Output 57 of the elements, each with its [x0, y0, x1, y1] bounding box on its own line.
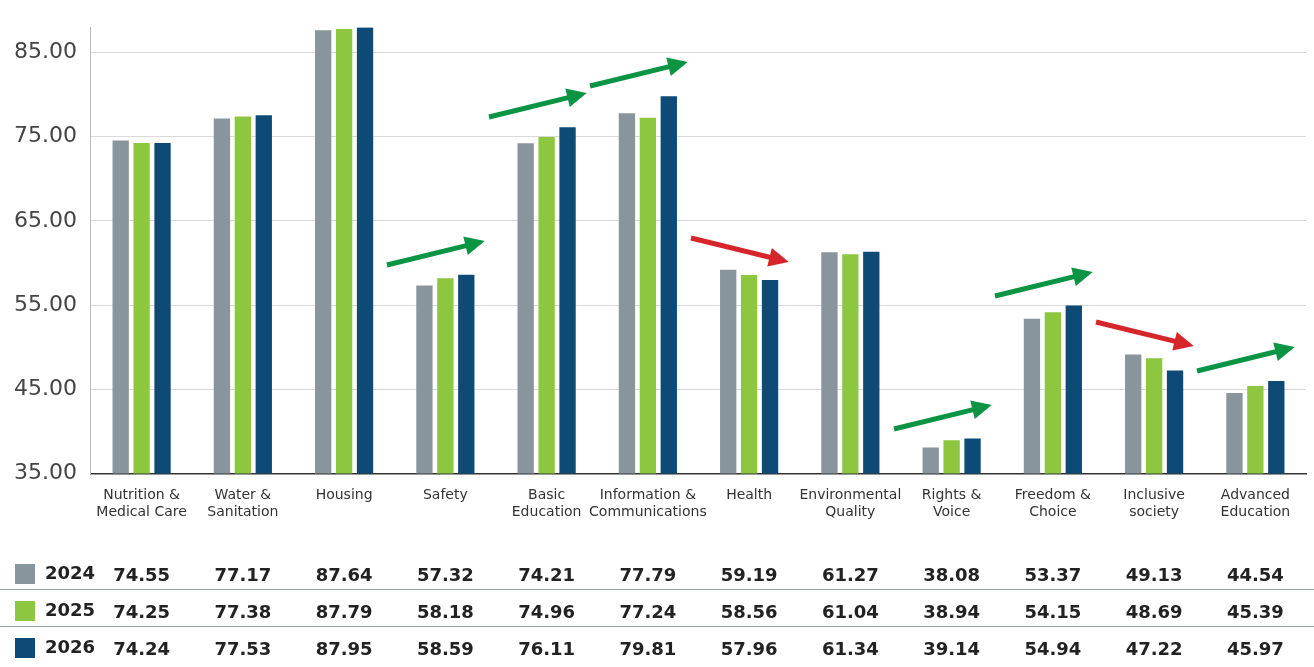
x-tick-label: Health [726, 486, 773, 503]
x-tick-label: Safety [422, 486, 468, 503]
data-label: 57.96 [720, 638, 778, 659]
data-label: 58.56 [720, 601, 778, 622]
data-label: 49.13 [1125, 564, 1183, 585]
y-tick-label: 65.00 [14, 206, 77, 232]
data-label: 39.14 [923, 638, 981, 659]
data-label: 53.37 [1024, 564, 1082, 585]
data-label: 74.96 [518, 601, 576, 622]
data-label: 58.18 [416, 601, 474, 622]
legend-label: 2026 [45, 636, 96, 657]
data-label: 38.94 [923, 601, 981, 622]
x-tick-label: Inclusive society [1123, 486, 1185, 520]
data-label: 77.53 [214, 638, 272, 659]
data-label: 57.32 [416, 564, 474, 585]
data-label: 61.34 [821, 638, 879, 659]
x-tick-label: Housing [315, 486, 373, 503]
y-tick-label: 45.00 [14, 374, 77, 400]
data-label: 61.04 [821, 601, 879, 622]
data-label: 77.79 [619, 564, 677, 585]
x-tick-label: Rights & Voice [921, 486, 982, 520]
data-label: 59.19 [720, 564, 778, 585]
data-label: 74.25 [113, 601, 171, 622]
data-label: 54.15 [1024, 601, 1082, 622]
data-label: 61.27 [821, 564, 879, 585]
data-label: 58.59 [416, 638, 474, 659]
x-tick-label: Environmental Quality [799, 486, 902, 520]
data-label: 44.54 [1226, 564, 1284, 585]
data-label: 38.08 [923, 564, 981, 585]
y-tick-label: 85.00 [14, 38, 77, 64]
data-label: 87.79 [315, 601, 373, 622]
y-tick-label: 75.00 [14, 122, 77, 148]
data-label: 76.11 [518, 638, 576, 659]
x-tick-label: Nutrition & Medical Care [96, 486, 187, 520]
data-label: 77.38 [214, 601, 272, 622]
data-label: 54.94 [1024, 638, 1082, 659]
data-label: 79.81 [619, 638, 677, 659]
data-label: 48.69 [1125, 601, 1183, 622]
x-tick-label: Basic Education [511, 486, 582, 520]
data-label: 45.39 [1226, 601, 1284, 622]
data-label: 77.17 [214, 564, 272, 585]
data-label: 87.95 [315, 638, 373, 659]
y-tick-label: 55.00 [14, 290, 77, 316]
data-label: 77.24 [619, 601, 677, 622]
data-label: 47.22 [1125, 638, 1183, 659]
legend-label: 2025 [45, 599, 96, 620]
x-tick-label: Advanced Education [1220, 486, 1291, 520]
y-tick-label: 35.00 [14, 459, 77, 485]
legend-label: 2024 [45, 562, 96, 583]
data-label: 74.55 [113, 564, 171, 585]
x-tick-label: Freedom & Choice [1014, 486, 1092, 520]
x-tick-label: Water & Sanitation [207, 486, 279, 520]
data-label: 74.21 [518, 564, 576, 585]
x-tick-label: Information & Communications [589, 486, 707, 520]
data-label: 45.97 [1226, 638, 1284, 659]
data-label: 74.24 [113, 638, 171, 659]
data-label: 87.64 [315, 564, 373, 585]
